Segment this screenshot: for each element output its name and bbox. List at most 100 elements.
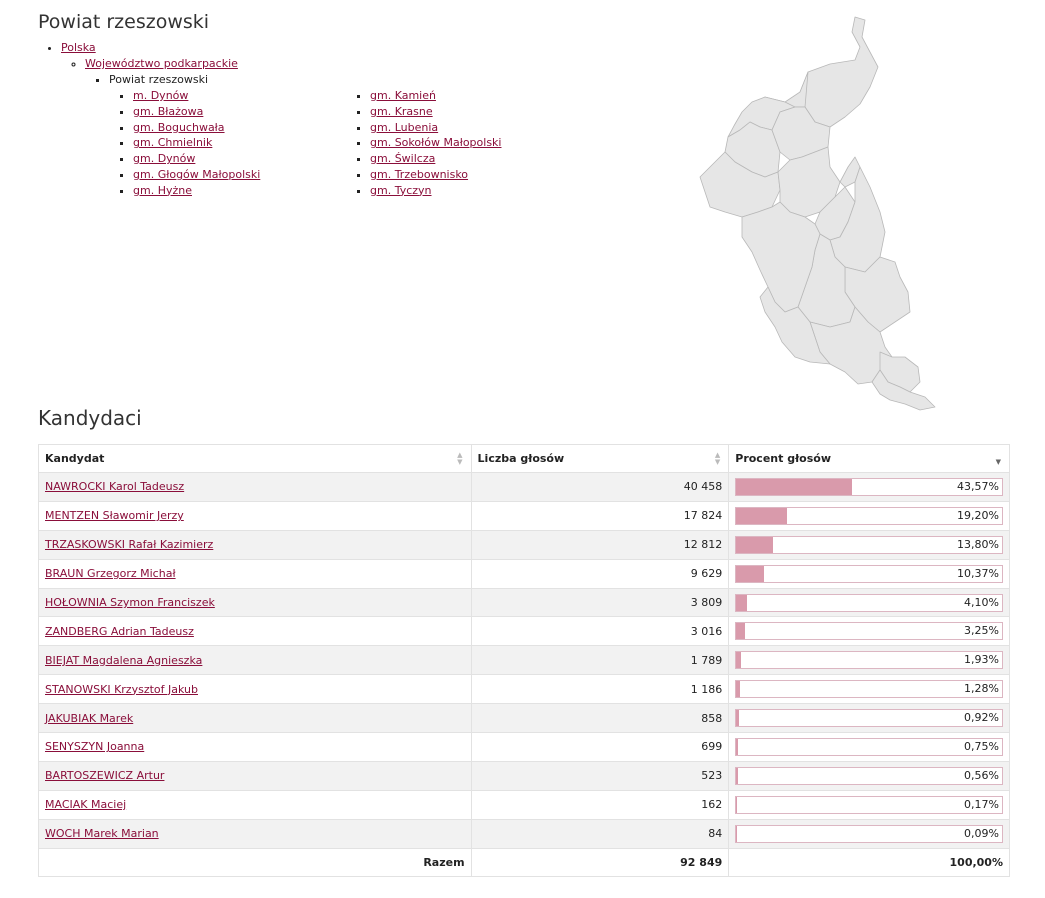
percent-label: 3,25%	[964, 624, 999, 638]
gmina-link[interactable]: gm. Świlcza	[370, 152, 436, 166]
percent-bar-fill	[736, 594, 748, 611]
breadcrumb: Polska Województwo podkarpackie Powiat r…	[38, 40, 238, 88]
table-row: BARTOSZEWICZ Artur 523 0,56%	[38, 760, 1010, 791]
percent-bar: 0,09%	[735, 824, 1003, 843]
votes-cell: 3 016	[470, 616, 730, 647]
map-region-trzebownisko[interactable]	[799, 16, 879, 128]
breadcrumb-link-wojewodztwo[interactable]: Województwo podkarpackie	[85, 57, 238, 70]
table-row: BRAUN Grzegorz Michał 9 629 10,37%	[38, 558, 1010, 589]
percent-bar: 0,17%	[735, 795, 1003, 814]
percent-cell: 0,92%	[728, 703, 1010, 734]
table-header-row: Kandydat ▲ ▼ Liczba głosów ▲ ▼ Procent gło…	[38, 444, 1010, 473]
candidate-cell: BARTOSZEWICZ Artur	[38, 760, 472, 791]
table-row: STANOWSKI Krzysztof Jakub 1 186 1,28%	[38, 674, 1010, 705]
percent-bar-fill	[736, 710, 739, 727]
gmina-item: gm. Kamień	[370, 88, 594, 104]
votes-cell: 1 186	[470, 674, 730, 705]
percent-bar-fill	[736, 738, 739, 755]
gmina-item: gm. Sokołów Małopolski	[370, 135, 594, 151]
candidate-link[interactable]: BARTOSZEWICZ Artur	[45, 769, 165, 783]
candidate-link[interactable]: BRAUN Grzegorz Michał	[45, 567, 176, 581]
table-row: HOŁOWNIA Szymon Franciszek 3 809 4,10%	[38, 587, 1010, 618]
total-label: Razem	[38, 847, 472, 878]
votes-cell: 40 458	[470, 472, 730, 502]
map-region-swilcza[interactable]	[699, 151, 781, 218]
gmina-link[interactable]: gm. Chmielnik	[133, 136, 213, 150]
gmina-link[interactable]: gm. Boguchwała	[133, 120, 225, 134]
breadcrumb-current: Powiat rzeszowski	[109, 72, 238, 88]
candidate-link[interactable]: JAKUBIAK Marek	[45, 711, 134, 725]
votes-cell: 699	[470, 732, 730, 762]
candidate-cell: HOŁOWNIA Szymon Franciszek	[38, 587, 472, 618]
sort-arrows-icon: ▲ ▼	[457, 451, 463, 466]
percent-label: 13,80%	[957, 537, 999, 551]
column-header-kandydat[interactable]: Kandydat ▲ ▼	[38, 444, 472, 473]
gmina-item: gm. Tyczyn	[370, 183, 594, 199]
gmina-item: gm. Świlcza	[370, 151, 594, 167]
candidate-link[interactable]: WOCH Marek Marian	[45, 827, 159, 841]
table-row: MACIAK Maciej 162 0,17%	[38, 789, 1010, 820]
table-row: ZANDBERG Adrian Tadeusz 3 016 3,25%	[38, 616, 1010, 647]
gmina-item: gm. Błażowa	[133, 104, 357, 120]
gmina-link[interactable]: gm. Lubenia	[370, 120, 439, 134]
candidate-link[interactable]: NAWROCKI Karol Tadeusz	[45, 480, 185, 494]
percent-bar-fill	[736, 536, 773, 553]
gmina-link[interactable]: gm. Krasne	[370, 104, 433, 118]
gmina-link[interactable]: gm. Błażowa	[133, 104, 204, 118]
column-header-label: Liczba głosów	[477, 452, 565, 465]
percent-bar-fill	[736, 767, 738, 784]
table-row: SENYSZYN Joanna 699 0,75%	[38, 732, 1010, 762]
candidate-cell: TRZASKOWSKI Rafał Kazimierz	[38, 529, 472, 560]
column-header-liczba-glosow[interactable]: Liczba głosów ▲ ▼	[470, 444, 730, 473]
candidate-link[interactable]: TRZASKOWSKI Rafał Kazimierz	[45, 538, 214, 552]
candidate-link[interactable]: MACIAK Maciej	[45, 798, 127, 812]
gmina-link[interactable]: m. Dynów	[133, 89, 189, 102]
gmina-link[interactable]: gm. Kamień	[370, 89, 436, 102]
percent-bar: 19,20%	[735, 506, 1003, 525]
column-header-procent-glosow[interactable]: Procent głosów ▼	[728, 444, 1010, 473]
percent-label: 0,56%	[964, 768, 999, 782]
percent-bar: 1,93%	[735, 651, 1003, 670]
breadcrumb-item: Polska Województwo podkarpackie Powiat r…	[61, 40, 238, 88]
candidate-cell: BIEJAT Magdalena Agnieszka	[38, 645, 472, 676]
votes-cell: 17 824	[470, 500, 730, 531]
gmina-link[interactable]: gm. Trzebownisko	[370, 167, 469, 181]
gmina-link[interactable]: gm. Dynów	[133, 152, 196, 166]
votes-cell: 84	[470, 818, 730, 849]
table-row: TRZASKOWSKI Rafał Kazimierz 12 812 13,80%	[38, 529, 1010, 560]
map-region-south[interactable]	[759, 286, 831, 365]
candidate-link[interactable]: ZANDBERG Adrian Tadeusz	[45, 624, 194, 638]
map-region-zglobien[interactable]	[741, 201, 821, 313]
gmina-link[interactable]: gm. Sokołów Małopolski	[370, 136, 502, 150]
table-row: WOCH Marek Marian 84 0,09%	[38, 818, 1010, 849]
sort-desc-icon: ▼	[995, 458, 1001, 466]
percent-cell: 43,57%	[728, 472, 1010, 502]
gmina-item: gm. Chmielnik	[133, 135, 357, 151]
candidate-cell: MACIAK Maciej	[38, 789, 472, 820]
candidate-cell: SENYSZYN Joanna	[38, 732, 472, 762]
percent-label: 1,93%	[964, 653, 999, 667]
table-row: BIEJAT Magdalena Agnieszka 1 789 1,93%	[38, 645, 1010, 676]
percent-bar: 4,10%	[735, 593, 1003, 612]
candidate-link[interactable]: STANOWSKI Krzysztof Jakub	[45, 682, 198, 696]
gmina-list: m. Dynów gm. Błażowa gm. Boguchwała gm. Chm…	[120, 88, 594, 199]
candidate-cell: WOCH Marek Marian	[38, 818, 472, 849]
candidate-cell: MENTZEN Sławomir Jerzy	[38, 500, 472, 531]
candidate-link[interactable]: BIEJAT Magdalena Agnieszka	[45, 653, 203, 667]
percent-label: 0,92%	[964, 711, 999, 725]
percent-cell: 0,17%	[728, 789, 1010, 820]
votes-cell: 9 629	[470, 558, 730, 589]
candidate-link[interactable]: HOŁOWNIA Szymon Franciszek	[45, 596, 215, 609]
breadcrumb-link-polska[interactable]: Polska	[61, 41, 96, 54]
percent-cell: 0,09%	[728, 818, 1010, 849]
sort-arrows-icon: ▲ ▼	[714, 451, 721, 466]
percent-cell: 0,56%	[728, 760, 1010, 791]
gmina-link[interactable]: gm. Tyczyn	[370, 183, 432, 197]
gmina-item: gm. Głogów Małopolski	[133, 167, 357, 183]
gmina-link[interactable]: gm. Głogów Małopolski	[133, 167, 261, 181]
gmina-link[interactable]: gm. Hyżne	[133, 183, 192, 197]
map-region-dynow-east[interactable]	[871, 369, 936, 411]
candidate-link[interactable]: SENYSZYN Joanna	[45, 740, 145, 754]
votes-cell: 12 812	[470, 529, 730, 560]
candidate-link[interactable]: MENTZEN Sławomir Jerzy	[45, 509, 184, 523]
